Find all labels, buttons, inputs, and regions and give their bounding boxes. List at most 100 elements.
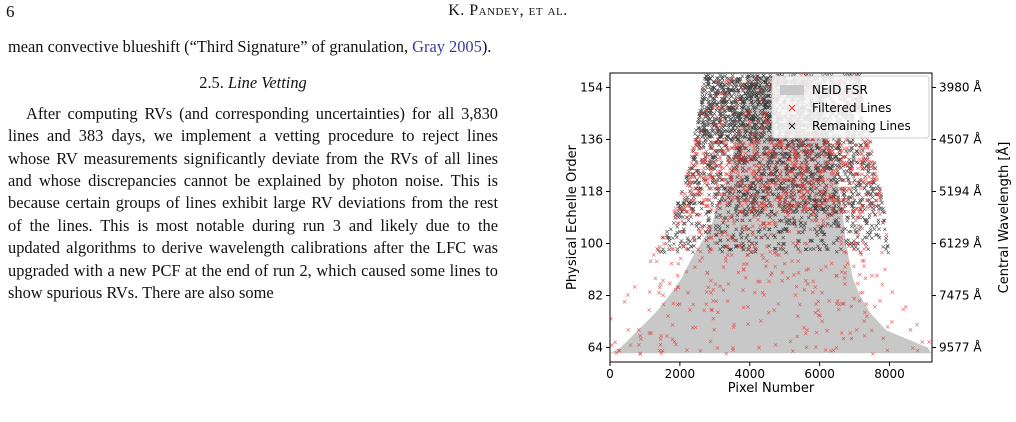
marker [757,125,762,130]
marker [684,204,689,208]
marker [775,141,780,145]
marker [777,198,781,203]
marker [736,131,740,136]
marker [876,233,881,238]
marker [752,140,757,144]
marker [731,100,736,104]
marker [804,149,809,154]
marker [737,209,742,214]
marker [865,198,870,202]
marker [711,155,716,160]
marker [804,175,809,179]
marker [675,273,680,278]
marker [724,351,729,356]
marker [881,336,886,341]
marker [842,178,846,182]
marker [734,163,739,168]
marker [835,299,840,303]
marker [753,137,758,141]
marker [866,206,870,211]
marker [784,227,789,232]
marker [876,218,881,223]
marker [870,149,874,153]
marker [860,203,865,208]
marker [705,271,710,275]
marker [752,122,757,127]
marker [699,100,704,105]
marker [780,244,785,249]
marker [736,99,741,104]
marker [732,166,737,171]
marker [858,186,863,191]
marker [703,174,708,179]
marker [774,160,779,165]
marker [786,213,790,218]
marker [843,163,847,167]
marker [752,206,757,211]
marker [908,327,913,332]
marker [750,224,755,229]
marker [710,120,715,125]
marker [821,221,826,225]
marker [782,155,786,159]
marker [798,178,802,182]
marker [864,221,869,226]
marker [799,186,804,191]
marker [725,224,730,229]
marker [799,166,803,171]
marker [711,175,716,180]
marker [774,181,778,186]
marker [700,91,705,96]
marker [756,117,760,121]
marker [798,140,802,145]
marker [690,186,694,191]
marker [677,206,682,211]
marker [711,287,716,292]
marker [698,212,702,217]
marker [847,140,852,145]
marker [715,172,720,177]
marker [734,94,738,99]
citation-link[interactable]: Gray 2005 [412,37,482,56]
marker [687,166,692,171]
marker [746,304,750,309]
marker [869,206,874,211]
marker [696,183,700,188]
marker [713,131,717,136]
marker [719,108,724,113]
marker [765,154,770,159]
marker [683,206,687,211]
marker [753,82,758,87]
marker [858,198,862,203]
marker [876,192,880,197]
marker [676,201,680,206]
marker [677,302,682,307]
marker [706,154,711,159]
marker [830,143,835,148]
marker [701,117,705,122]
marker [767,221,772,226]
marker [783,166,788,170]
marker [784,192,789,196]
marker [852,241,856,246]
marker [661,278,665,283]
marker [839,143,844,148]
marker [780,143,785,147]
marker [665,229,669,234]
marker [860,146,865,151]
marker [847,181,852,186]
marker [675,285,680,289]
marker [696,189,700,194]
marker [713,91,717,96]
marker [822,161,827,165]
marker [709,109,713,113]
marker [818,198,823,203]
marker [715,180,720,185]
marker [764,244,769,249]
section-title: Line Vetting [227,73,307,93]
marker [688,189,692,193]
marker [828,212,832,217]
marker [714,223,718,228]
marker [847,157,852,162]
